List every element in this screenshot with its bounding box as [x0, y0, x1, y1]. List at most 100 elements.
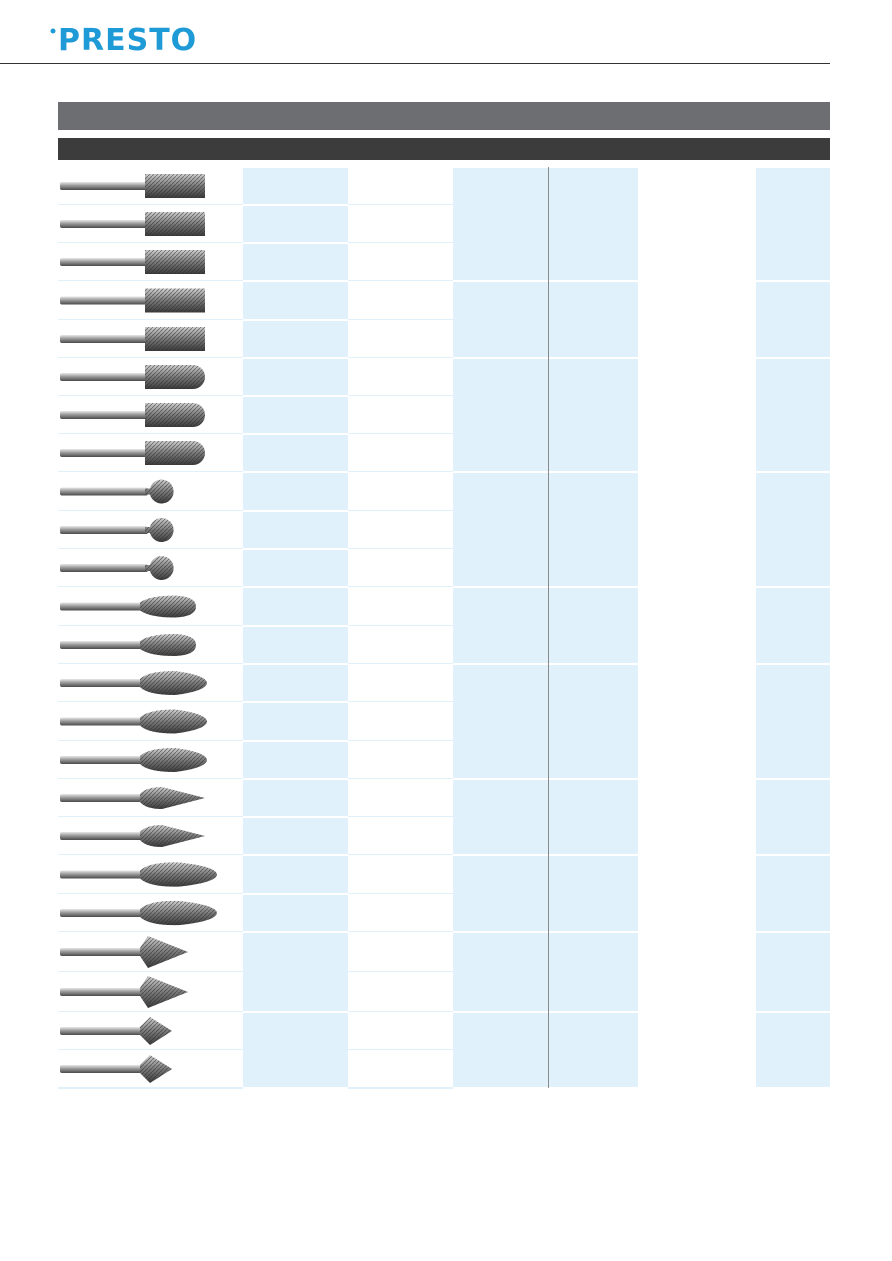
table-cell: [348, 549, 453, 587]
table-cell: [348, 664, 453, 702]
tool-image: [60, 365, 205, 389]
table-cell: [348, 281, 453, 320]
table-cell: [348, 434, 453, 472]
table-cell: [243, 627, 348, 663]
table-cell: [638, 473, 756, 586]
table-cell: [243, 550, 348, 586]
tool-image: [60, 709, 207, 734]
table-cell: [453, 473, 548, 586]
tool-flutes: [140, 825, 205, 847]
section-bar: [58, 102, 830, 130]
tool-shank: [60, 449, 148, 457]
tool-shank: [60, 258, 148, 266]
table-cell: [243, 818, 348, 854]
table-cell: [756, 665, 830, 778]
tool-shank: [60, 1027, 148, 1035]
table-cell: [548, 1013, 638, 1087]
tool-shank: [60, 182, 148, 190]
table-cell: [243, 895, 348, 931]
tool-shank: [60, 756, 148, 764]
tool-shank: [60, 641, 148, 649]
table-cell: [756, 282, 830, 357]
tool-image: [60, 479, 174, 504]
tool-image: [60, 518, 174, 542]
tool-shank: [60, 717, 148, 726]
table-cell: [756, 1013, 830, 1087]
tool-flutes: [140, 1017, 172, 1045]
tool-image: [60, 748, 207, 772]
tool-image: [60, 327, 205, 351]
table-cell: [243, 703, 348, 740]
tool-image: [60, 174, 205, 198]
table-cell: [548, 933, 638, 1011]
tool-flutes: [145, 250, 205, 274]
table-cell: [548, 359, 638, 471]
table-cell: [243, 244, 348, 280]
tool-flutes: [145, 212, 205, 236]
table-cell: [756, 359, 830, 471]
table-cell: [243, 321, 348, 357]
tool-image: [60, 1017, 172, 1045]
tool-image: [60, 671, 207, 695]
tool-shank: [60, 870, 148, 879]
tool-shank: [60, 794, 148, 802]
table-cell: [756, 168, 830, 280]
table-cell: [348, 972, 453, 1012]
table-cell: [348, 243, 453, 281]
tool-flutes: [140, 1055, 172, 1083]
tool-image: [60, 976, 188, 1008]
tool-shank: [60, 373, 148, 381]
table-cell: [348, 1012, 453, 1050]
tool-image: [60, 556, 174, 580]
table-cell: [453, 856, 548, 931]
tool-flutes: [140, 671, 207, 695]
table-cell: [243, 206, 348, 242]
table-cell: [638, 1013, 756, 1087]
tool-image: [60, 1055, 172, 1083]
tool-image: [60, 936, 188, 968]
table-cell: [638, 282, 756, 357]
table-cell: [453, 665, 548, 778]
tool-shank: [60, 988, 148, 996]
tool-flutes: [140, 787, 205, 809]
table-cell: [243, 665, 348, 701]
tool-flutes: [145, 174, 205, 198]
tool-shank: [60, 948, 148, 956]
table-cell: [348, 741, 453, 779]
table-cell: [348, 472, 453, 511]
table-header-bar: [58, 138, 830, 160]
tool-image: [60, 441, 205, 465]
table-cell: [348, 894, 453, 932]
tool-shank: [60, 411, 148, 419]
tool-flutes: [145, 403, 205, 427]
table-cell: [243, 282, 348, 319]
tool-flutes: [145, 556, 174, 580]
table-cell: [453, 780, 548, 854]
table-cell: [756, 588, 830, 663]
table-cell: [756, 473, 830, 586]
tool-shank: [60, 602, 148, 611]
tool-shank: [60, 832, 148, 840]
tool-flutes: [140, 936, 188, 968]
table-cell: [243, 168, 348, 204]
table-cell: [548, 856, 638, 931]
table-cell: [348, 511, 453, 549]
table-cell: [453, 588, 548, 663]
table-cell: [453, 933, 548, 1011]
table-cell: [638, 665, 756, 778]
tool-image: [60, 787, 205, 809]
table-cell: [348, 205, 453, 243]
tool-shank: [60, 909, 148, 917]
table-cell: [243, 435, 348, 471]
table-cell: [548, 282, 638, 357]
table-cell: [638, 856, 756, 931]
table-cell: [348, 626, 453, 664]
table-cell: [348, 358, 453, 396]
tool-shank: [60, 335, 148, 343]
tool-image: [60, 288, 205, 313]
table-cell: [243, 359, 348, 395]
tool-flutes: [140, 595, 196, 618]
tool-image: [60, 825, 205, 847]
tool-flutes: [145, 479, 174, 504]
